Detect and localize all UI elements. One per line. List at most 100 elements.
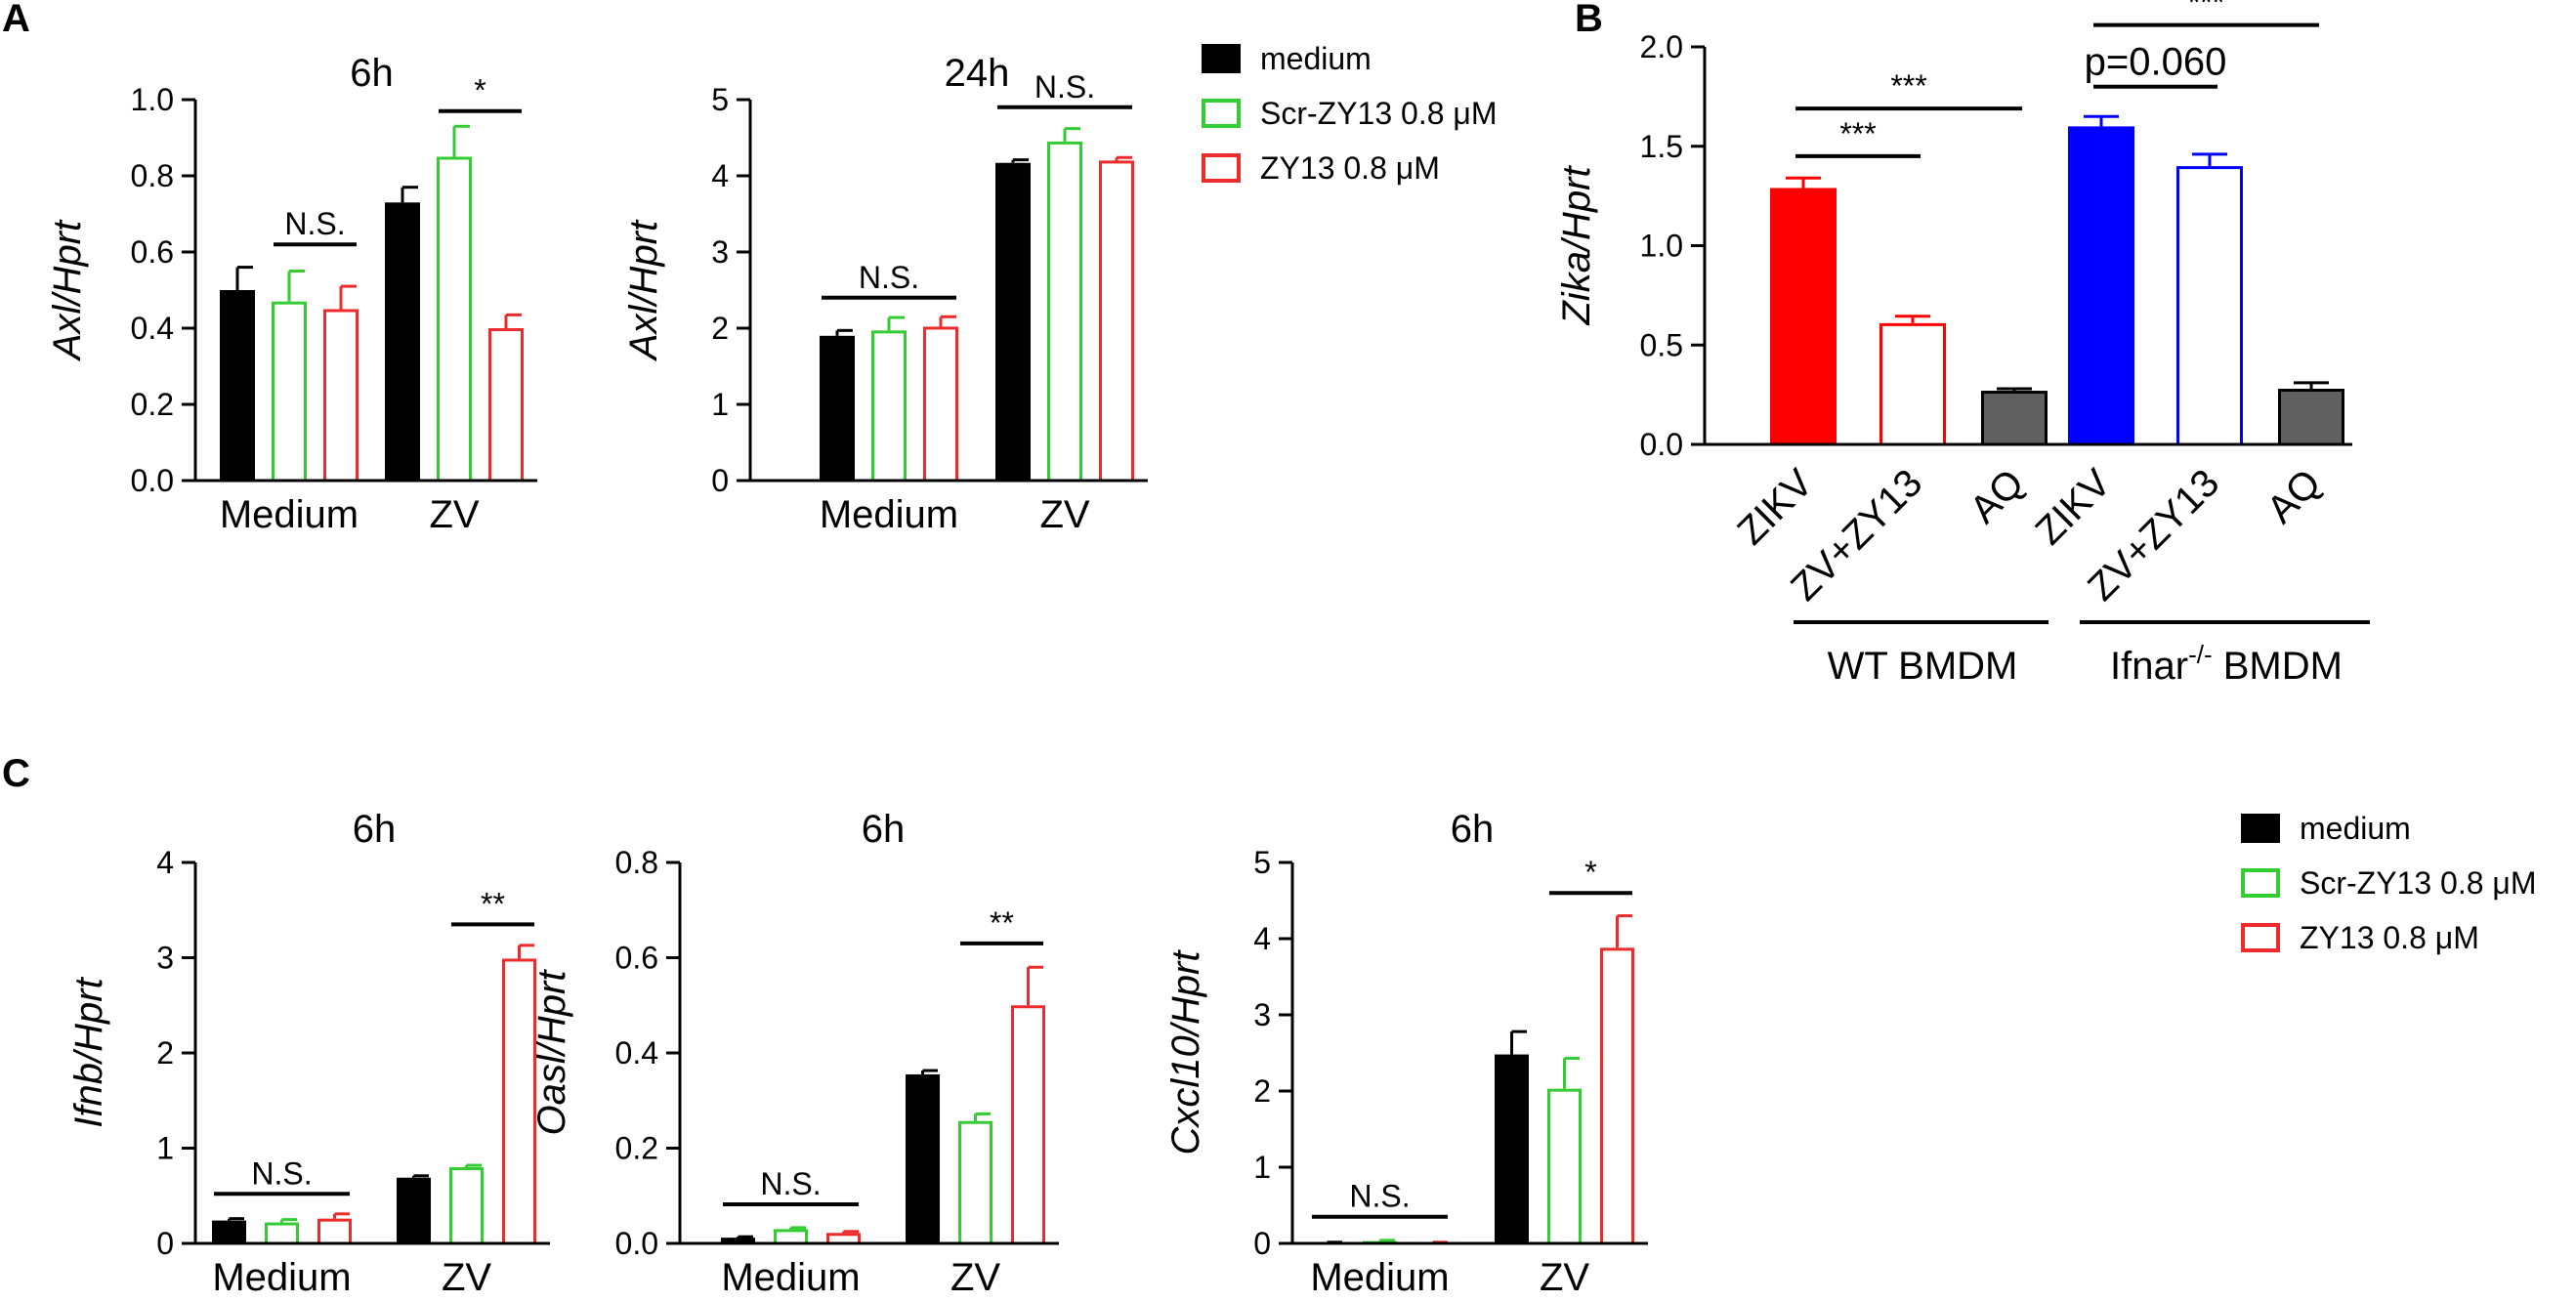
significance-label: *** — [1890, 68, 1926, 104]
bar — [323, 309, 359, 483]
y-tick-label: 0.8 — [131, 158, 174, 193]
significance-label: ** — [481, 886, 505, 921]
bar — [1600, 947, 1634, 1245]
y-axis-label: Axl/Hprt — [46, 219, 89, 361]
legend-label: medium — [2300, 811, 2411, 846]
significance-label: N.S. — [1349, 1179, 1410, 1214]
significance-label: p=0.060 — [2085, 41, 2227, 84]
chart-a1: 0.0 0.2 0.4 0.6 0.8 1.0 Axl/Hprt Medium ZV 6h N.S.… — [46, 52, 537, 536]
bar — [1495, 1054, 1529, 1245]
significance-label: *** — [2188, 0, 2224, 21]
y-tick-label: 5 — [1253, 845, 1271, 880]
bar — [212, 1220, 246, 1245]
legend-swatch — [2241, 923, 2280, 952]
x-tick-label: Medium — [220, 493, 359, 536]
legend-swatch — [1202, 99, 1241, 128]
chart-title: 6h — [353, 808, 397, 851]
group-label-wt: WT BMDM — [1828, 645, 2018, 688]
group-label-text: BMDM — [2213, 645, 2343, 688]
bar — [265, 1222, 299, 1245]
y-tick-label: 3 — [1253, 997, 1271, 1032]
bar — [871, 330, 907, 483]
y-tick-label: 4 — [711, 158, 729, 193]
significance-label: N.S. — [251, 1155, 312, 1191]
x-tick-label: Medium — [212, 1256, 351, 1299]
chart-a2: 0 1 2 3 4 5 Axl/Hprt Medium ZV 24h N.S. N.S. — [622, 52, 1148, 536]
significance-label: * — [474, 73, 486, 108]
y-tick-label: 2 — [156, 1035, 174, 1071]
x-tick-label: ZV — [950, 1256, 1000, 1299]
bar — [1047, 141, 1082, 483]
bar — [906, 1073, 940, 1245]
group-label-superscript: -/- — [2188, 640, 2213, 669]
bar — [437, 156, 472, 483]
bar — [995, 162, 1031, 483]
legend-label: ZY13 0.8 μM — [2300, 920, 2479, 955]
x-tick-label: ZV — [429, 493, 479, 536]
x-tick-label: Medium — [820, 493, 958, 536]
y-tick-label: 0.8 — [615, 845, 658, 880]
legend-label: Scr-ZY13 0.8 μM — [2300, 865, 2537, 901]
bar — [397, 1177, 431, 1245]
bar — [502, 958, 536, 1245]
bar — [272, 301, 307, 483]
legend-swatch — [2241, 868, 2280, 898]
chart-c1: 0 1 2 3 4 Ifnb/Hprt Medium ZV 6h N.S. ** — [67, 808, 550, 1299]
chart-c2: 0.0 0.2 0.4 0.6 0.8 Oasl/Hprt Medium ZV 6h N.S. ** — [530, 808, 1059, 1299]
y-tick-label: 0.6 — [131, 234, 174, 270]
x-tick-label: ZV — [442, 1256, 491, 1299]
legend-swatch — [1202, 153, 1241, 183]
y-tick-label: 2 — [1253, 1073, 1271, 1109]
legend-swatch — [2241, 814, 2280, 843]
bar — [1770, 188, 1837, 446]
y-tick-label: 1.0 — [131, 82, 174, 117]
bar — [1099, 160, 1134, 483]
y-tick-label: 1.5 — [1640, 129, 1683, 164]
x-tick-label: Medium — [721, 1256, 860, 1299]
y-tick-label: 0.2 — [615, 1131, 658, 1166]
y-tick-label: 3 — [156, 941, 174, 976]
significance-label: N.S. — [760, 1166, 821, 1201]
bar — [317, 1218, 352, 1245]
x-tick-label: ZV — [1540, 1256, 1589, 1299]
y-tick-label: 0.4 — [131, 311, 174, 346]
significance-label: * — [1584, 855, 1596, 890]
bar — [2278, 389, 2344, 446]
legend-c: medium Scr-ZY13 0.8 μM ZY13 0.8 μM — [2241, 811, 2537, 955]
y-tick-label: 0 — [156, 1226, 174, 1261]
group-label-ifnar: Ifnar-/- BMDM — [2110, 640, 2343, 688]
x-tick-label: AQ — [2259, 461, 2329, 531]
y-tick-label: 4 — [156, 845, 174, 880]
y-axis-label: Ifnb/Hprt — [67, 976, 110, 1127]
legend-a: medium Scr-ZY13 0.8 μM ZY13 0.8 μM — [1202, 41, 1498, 186]
panel-label-b: B — [1575, 0, 1603, 40]
significance-label: N.S. — [859, 260, 919, 295]
significance-label: N.S. — [1035, 69, 1095, 105]
y-axis-label: Oasl/Hprt — [530, 969, 573, 1136]
bar — [2068, 126, 2134, 446]
y-tick-label: 0.4 — [615, 1035, 658, 1071]
y-tick-label: 0.2 — [131, 387, 174, 422]
panel-label-a: A — [2, 0, 30, 40]
y-tick-label: 2.0 — [1640, 29, 1683, 64]
x-tick-label: ZIKV — [1729, 461, 1821, 553]
y-tick-label: 0.6 — [615, 941, 658, 976]
bar — [774, 1229, 808, 1245]
bar — [1011, 1005, 1045, 1245]
bar — [488, 328, 524, 483]
group-label-text: Ifnar — [2110, 645, 2188, 688]
y-tick-label: 0.0 — [131, 463, 174, 498]
chart-title: 24h — [945, 52, 1010, 95]
plots-layer: 0.0 0.2 0.4 0.6 0.8 1.0 Axl/Hprt Medium ZV 6h N.S.… — [46, 0, 2370, 1299]
legend-label: ZY13 0.8 μM — [1260, 150, 1440, 186]
significance-label: *** — [1839, 116, 1876, 151]
x-tick-label: Medium — [1310, 1256, 1449, 1299]
y-tick-label: 0.0 — [615, 1226, 658, 1261]
y-axis-label: Cxcl10/Hprt — [1164, 949, 1207, 1155]
y-tick-label: 4 — [1253, 921, 1271, 956]
y-tick-label: 2 — [711, 311, 729, 346]
y-tick-label: 0 — [1253, 1226, 1271, 1261]
y-tick-label: 1 — [156, 1131, 174, 1166]
y-tick-label: 0.5 — [1640, 327, 1683, 362]
significance-label: ** — [990, 905, 1014, 941]
